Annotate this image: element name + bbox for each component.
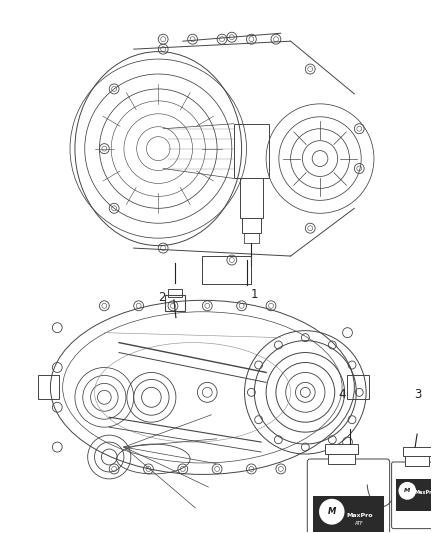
Bar — [168, 289, 182, 297]
Bar — [242, 218, 261, 233]
Circle shape — [319, 499, 345, 524]
Bar — [328, 452, 355, 464]
Bar — [244, 233, 259, 243]
Bar — [347, 375, 369, 399]
Text: 3: 3 — [414, 388, 422, 401]
Bar — [240, 179, 263, 218]
Text: 1: 1 — [251, 288, 258, 301]
Bar — [396, 479, 438, 511]
Bar — [165, 295, 185, 311]
FancyBboxPatch shape — [392, 462, 438, 529]
Text: ATF: ATF — [355, 521, 364, 526]
Text: M: M — [328, 507, 336, 516]
Bar — [313, 496, 384, 533]
Bar — [38, 375, 59, 399]
FancyBboxPatch shape — [307, 459, 390, 533]
Text: 4: 4 — [339, 388, 346, 401]
Bar — [403, 447, 431, 456]
Text: MaxPro: MaxPro — [414, 490, 435, 495]
Bar — [234, 124, 269, 179]
Bar — [325, 444, 358, 454]
Text: MaxPro: MaxPro — [346, 513, 372, 518]
Text: 2: 2 — [159, 292, 166, 304]
Text: M: M — [404, 488, 410, 494]
Bar — [405, 454, 429, 466]
Bar — [202, 256, 251, 284]
Circle shape — [399, 482, 416, 500]
